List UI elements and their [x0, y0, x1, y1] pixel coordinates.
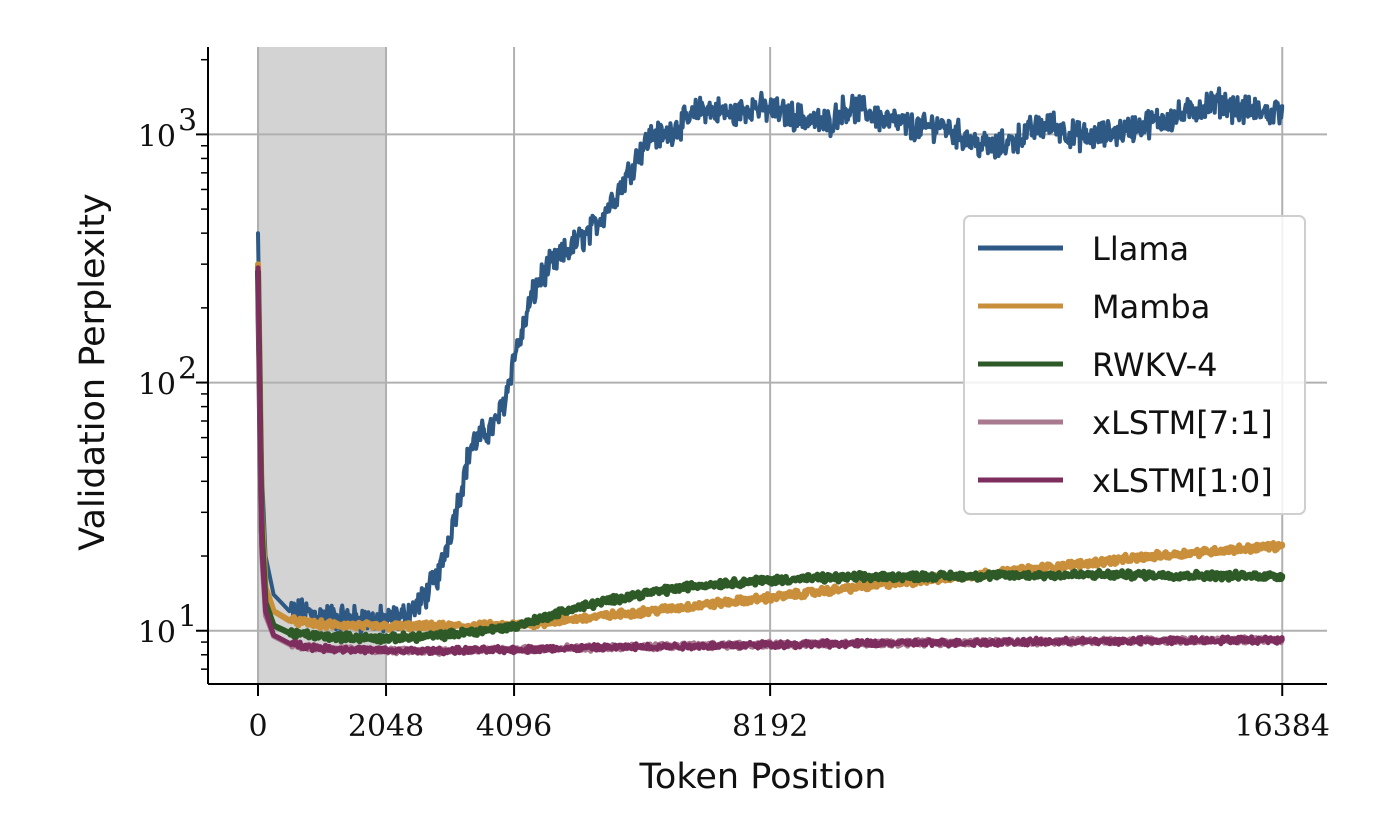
y-tick-exponent: 2 [178, 352, 197, 387]
series-line-llama [256, 86, 1285, 635]
x-tick-label: 4096 [476, 709, 552, 744]
series-line-xlstm-1-0 [255, 265, 1285, 657]
x-tick-label: 8192 [732, 709, 808, 744]
legend-label-xlstm-1-0: xLSTM[1:0] [1092, 462, 1273, 500]
legend-label-xlstm-7-1: xLSTM[7:1] [1092, 404, 1273, 442]
y-tick-label: 10 [138, 368, 176, 403]
series-line-rwkv-4 [255, 268, 1286, 645]
x-axis-title: Token Position [639, 757, 887, 797]
legend-box [963, 215, 1306, 515]
legend-label-rwkv-4: RWKV-4 [1092, 346, 1217, 384]
y-tick-label: 10 [138, 616, 176, 651]
y-tick-exponent: 1 [178, 600, 197, 635]
x-tick-label: 16384 [1235, 709, 1330, 744]
y-tick-exponent: 3 [178, 103, 197, 138]
y-axis-title: Validation Perplexity [73, 193, 113, 550]
shaded-region [258, 47, 387, 684]
legend-label-llama: Llama [1092, 230, 1189, 268]
series-lines [255, 86, 1286, 657]
x-tick-label: 0 [248, 709, 267, 744]
series-line-mamba [255, 261, 1286, 634]
y-tick-label: 10 [138, 119, 176, 154]
x-tick-label: 2048 [348, 709, 424, 744]
legend: Llama Mamba RWKV-4 xLSTM[7:1] xLSTM[1:0] [963, 215, 1306, 515]
legend-label-mamba: Mamba [1092, 288, 1210, 326]
